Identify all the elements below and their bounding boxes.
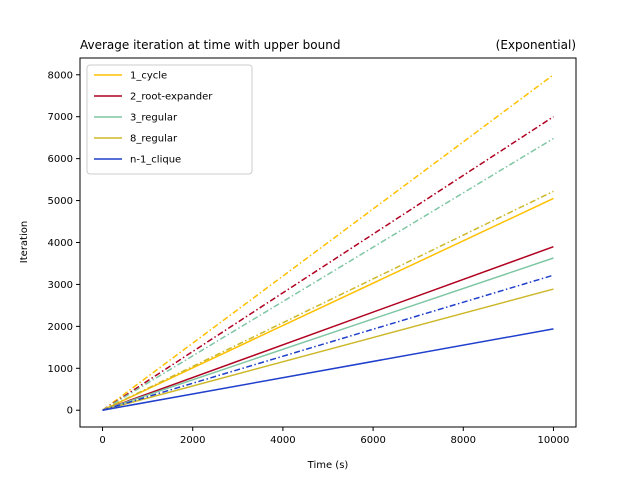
legend-entry-label: n-1_clique — [130, 155, 181, 166]
series-line — [102, 257, 554, 411]
x-tick-label: 2000 — [180, 435, 205, 446]
series-line — [102, 328, 554, 411]
series-upper-bound-line — [102, 116, 554, 411]
series-line — [102, 197, 554, 411]
legend-entry-label: 8_regular — [130, 134, 178, 145]
y-axis: 0 1000 2000 3000 4000 5000 6000 7000 8000 — [48, 70, 80, 417]
y-tick-label: 8000 — [48, 70, 73, 81]
x-tick-label: 8000 — [451, 435, 476, 446]
y-tick-label: 2000 — [48, 322, 73, 333]
series-upper-bound-line — [102, 74, 554, 411]
legend-entry-label: 2_root-expander — [130, 92, 213, 103]
series-line — [102, 288, 554, 411]
series-layer — [102, 74, 554, 411]
series-upper-bound-line — [102, 137, 554, 411]
series-line — [102, 245, 554, 411]
series-upper-bound-line — [102, 274, 554, 411]
y-tick-label: 7000 — [48, 112, 73, 123]
x-axis-label: Time (s) — [307, 460, 349, 471]
chart-title: Average iteration at time with upper bou… — [80, 38, 340, 52]
x-axis: 0 2000 4000 6000 8000 10000 — [99, 427, 569, 446]
y-tick-label: 1000 — [48, 364, 73, 375]
y-tick-label: 0 — [67, 406, 73, 417]
legend-entry-label: 1_cycle — [130, 71, 167, 82]
x-tick-label: 6000 — [360, 435, 385, 446]
y-tick-label: 5000 — [48, 196, 73, 207]
x-tick-label: 10000 — [538, 435, 570, 446]
y-tick-label: 3000 — [48, 280, 73, 291]
series-upper-bound-line — [102, 190, 554, 411]
x-tick-label: 0 — [99, 435, 105, 446]
legend-entry-label: 3_regular — [130, 113, 178, 124]
legend: 1_cycle 2_root-expander 3_regular 8_regular… — [86, 64, 253, 175]
chart-title-qualifier: (Exponential) — [496, 38, 576, 52]
y-tick-label: 4000 — [48, 238, 73, 249]
legend-frame — [86, 64, 253, 175]
x-tick-label: 4000 — [270, 435, 295, 446]
y-tick-label: 6000 — [48, 154, 73, 165]
y-axis-label: Iteration — [19, 221, 30, 263]
